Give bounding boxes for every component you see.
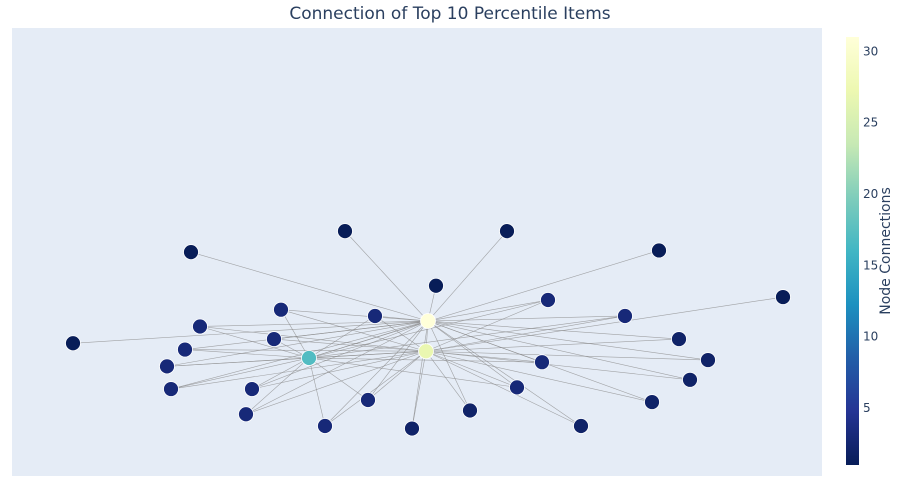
edge-h2-n27 — [324, 351, 427, 427]
edge-h2-n13 — [425, 338, 680, 352]
edge-h1-n8 — [280, 309, 429, 322]
edge-h1-n22 — [427, 320, 518, 388]
node-n22[interactable] — [509, 379, 525, 396]
edge-h1-n25 — [427, 320, 471, 411]
edge-h3-n20 — [170, 357, 310, 390]
node-n23[interactable] — [360, 392, 376, 408]
edge-h3-n8 — [280, 309, 310, 359]
edge-h1-n19 — [427, 320, 691, 381]
colorbar-title: Node Connections — [878, 187, 894, 315]
edge-h2-n28 — [411, 351, 427, 429]
edge-h2-n25 — [425, 351, 471, 411]
colorbar-gradient — [846, 37, 859, 465]
node-n21[interactable] — [244, 381, 260, 397]
plot-area — [12, 28, 822, 476]
node-n19[interactable] — [682, 371, 698, 388]
edge-h2-h3 — [308, 350, 427, 359]
node-n7[interactable] — [775, 289, 791, 305]
edge-h2-n22 — [425, 350, 518, 388]
edge-h2-n26 — [245, 350, 427, 415]
colorbar-tick-20: 20 — [863, 187, 878, 201]
edge-h2-n7 — [425, 296, 784, 352]
edge-h3-n21 — [251, 357, 310, 390]
edge-h1-n2 — [427, 230, 508, 322]
edge-h3-n10 — [308, 315, 626, 359]
colorbar-tick-25: 25 — [863, 116, 878, 130]
node-n12[interactable] — [266, 331, 282, 347]
node-n26[interactable] — [238, 406, 254, 423]
node-n20[interactable] — [163, 381, 179, 397]
node-n6[interactable] — [540, 292, 556, 308]
node-n9[interactable] — [367, 308, 383, 324]
node-h1[interactable] — [420, 313, 436, 329]
edge-h1-n1 — [344, 230, 429, 322]
edge-h2-n16 — [425, 350, 709, 361]
edge-h1-n11 — [199, 320, 429, 327]
node-n25[interactable] — [462, 402, 478, 419]
node-n3[interactable] — [183, 244, 199, 261]
node-n16[interactable] — [700, 352, 716, 368]
node-n5[interactable] — [428, 277, 444, 294]
edge-h2-n15 — [184, 349, 427, 352]
edge-h3-n22 — [308, 357, 518, 388]
node-n29[interactable] — [573, 418, 589, 434]
colorbar-tick-10: 10 — [863, 330, 878, 344]
edge-h3-n9 — [308, 315, 376, 359]
edge-h3-n15 — [184, 349, 310, 359]
edge-h3-n27 — [308, 357, 326, 427]
node-n15[interactable] — [177, 341, 193, 358]
edge-h1-n18 — [166, 320, 429, 367]
node-h2[interactable] — [418, 343, 434, 360]
colorbar: 5 10 15 20 25 30 Node Connections — [846, 37, 894, 465]
edge-h2-n9 — [374, 315, 427, 352]
colorbar-tick-15: 15 — [863, 258, 878, 272]
node-n28[interactable] — [404, 420, 420, 437]
node-n2[interactable] — [499, 223, 515, 240]
edge-h1-n16 — [427, 320, 709, 361]
node-n1[interactable] — [337, 223, 353, 240]
edge-h3-n18 — [166, 357, 310, 367]
chart-title: Connection of Top 10 Percentile Items — [289, 4, 611, 24]
edge-h3-n6 — [308, 299, 549, 359]
edge-h1-n6 — [427, 299, 549, 322]
node-n24[interactable] — [644, 394, 660, 410]
edge-h2-n11 — [199, 326, 427, 352]
node-h3[interactable] — [301, 350, 317, 366]
edge-h2-n6 — [425, 299, 549, 352]
nodes-layer — [65, 223, 791, 437]
node-n8[interactable] — [273, 301, 289, 318]
edge-h3-n23 — [308, 357, 369, 401]
edge-h1-n27 — [324, 320, 429, 427]
edge-h3-n17 — [308, 357, 543, 363]
edge-h2-n8 — [280, 309, 427, 352]
edge-h2-n29 — [425, 350, 582, 427]
edge-h1-n9 — [374, 315, 429, 322]
edge-h2-n20 — [170, 350, 427, 390]
edge-h1-n28 — [411, 320, 429, 429]
node-n14[interactable] — [65, 335, 81, 352]
colorbar-tick-5: 5 — [863, 401, 871, 415]
edges-layer — [72, 230, 784, 429]
node-n17[interactable] — [534, 354, 550, 371]
edge-h1-n3 — [190, 251, 429, 322]
node-n13[interactable] — [671, 331, 687, 347]
node-n27[interactable] — [317, 418, 333, 434]
edge-h2-n24 — [425, 350, 653, 403]
edge-h1-n15 — [184, 320, 429, 350]
edge-h2-n19 — [425, 350, 691, 381]
node-n4[interactable] — [651, 242, 667, 259]
edge-h3-n4 — [308, 250, 660, 359]
node-n11[interactable] — [192, 318, 208, 335]
edge-h2-n23 — [367, 351, 427, 401]
colorbar-tick-30: 30 — [863, 44, 878, 58]
edge-h2-n10 — [425, 315, 626, 352]
edge-h3-n11 — [199, 326, 310, 359]
node-n10[interactable] — [617, 308, 633, 324]
edge-h3-n26 — [245, 357, 310, 415]
edge-h1-n10 — [427, 315, 626, 322]
node-n18[interactable] — [159, 358, 175, 375]
edge-h1-n13 — [427, 320, 680, 340]
